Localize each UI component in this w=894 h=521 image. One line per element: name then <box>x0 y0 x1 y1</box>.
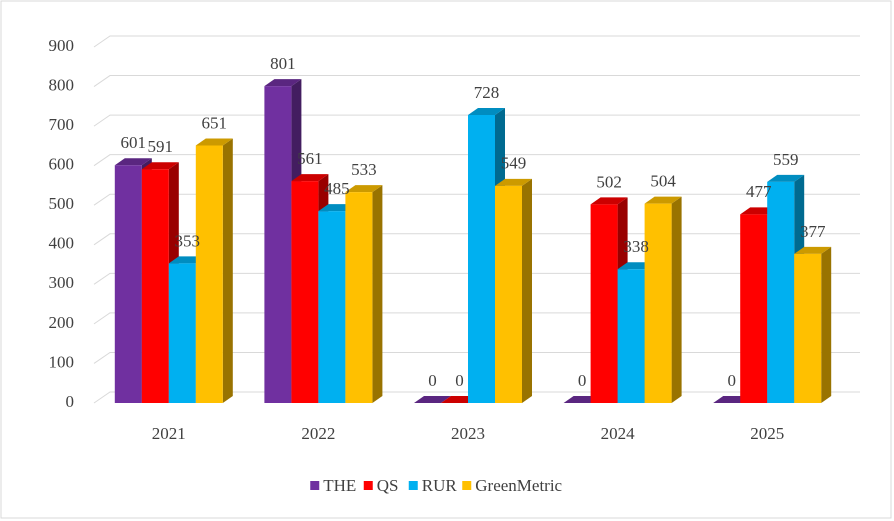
data-label: 485 <box>324 179 350 198</box>
bar-front <box>195 145 223 403</box>
data-label: 601 <box>121 133 147 152</box>
bar-front <box>495 185 522 403</box>
bar-top <box>767 174 805 182</box>
data-label: 559 <box>773 150 799 169</box>
data-label: 549 <box>501 154 527 173</box>
data-label: 0 <box>428 371 437 390</box>
bar-top <box>291 174 329 182</box>
bar-front <box>767 181 795 403</box>
bar-top <box>495 178 532 186</box>
data-label: 0 <box>727 371 736 390</box>
legend-label: THE <box>323 476 356 495</box>
bar-side <box>671 196 682 403</box>
y-tick-label: 600 <box>49 155 75 174</box>
bar-side <box>372 185 383 403</box>
data-label: 502 <box>596 172 622 191</box>
y-tick-label: 0 <box>66 392 75 411</box>
bar-front <box>468 115 495 403</box>
y-tick-label: 800 <box>49 75 75 94</box>
y-tick-label: 900 <box>49 36 75 55</box>
bar-front <box>590 204 618 403</box>
bar-side <box>821 246 832 403</box>
grid-line <box>93 35 860 48</box>
data-label: 353 <box>175 231 201 250</box>
bar-side <box>222 138 233 403</box>
bar-front <box>141 169 169 403</box>
y-tick-label: 100 <box>49 352 75 371</box>
bar-top <box>590 197 628 205</box>
y-tick-label: 700 <box>49 115 75 134</box>
bar-top <box>195 138 233 146</box>
bar-front <box>794 253 822 403</box>
bar-front <box>644 203 672 403</box>
bar-top <box>468 108 505 116</box>
data-label: 561 <box>297 149 323 168</box>
data-label: 377 <box>800 222 826 241</box>
data-label: 0 <box>578 371 587 390</box>
x-tick-label: 2021 <box>152 424 186 443</box>
legend-swatch <box>462 481 472 490</box>
data-label: 0 <box>455 371 464 390</box>
bar <box>495 178 532 403</box>
bar-front <box>264 86 292 403</box>
bar-side <box>522 178 532 403</box>
legend-label: RUR <box>422 476 458 495</box>
bar-top <box>644 196 682 204</box>
x-tick-label: 2023 <box>451 424 485 443</box>
x-tick-label: 2024 <box>601 424 636 443</box>
legend-swatch <box>408 481 418 490</box>
data-label: 338 <box>623 237 649 256</box>
x-tick-label: 2022 <box>301 424 335 443</box>
data-label: 533 <box>351 160 377 179</box>
data-label: 477 <box>746 182 772 201</box>
legend-swatch <box>310 481 320 490</box>
bar-top <box>264 79 302 87</box>
bar <box>195 138 233 403</box>
legend-swatch <box>363 481 373 490</box>
data-label: 801 <box>270 54 296 73</box>
bar-front <box>617 269 645 403</box>
grid-line <box>93 154 860 167</box>
bar-top <box>114 158 152 166</box>
bar <box>345 185 383 403</box>
data-label: 504 <box>650 172 676 191</box>
grid-line <box>93 75 860 87</box>
bar-front <box>345 192 373 403</box>
grid-line <box>93 193 860 206</box>
bar <box>644 196 682 403</box>
grid-line <box>93 114 860 127</box>
bar-front <box>114 165 142 403</box>
bar-top <box>414 396 451 403</box>
y-tick-label: 200 <box>49 313 75 332</box>
data-label: 728 <box>474 83 500 102</box>
bar-front <box>291 181 319 403</box>
bar-top <box>345 185 383 193</box>
bar <box>794 246 832 403</box>
bar-front <box>740 214 768 403</box>
y-tick-label: 500 <box>49 194 75 213</box>
bar <box>414 396 451 403</box>
y-tick-label: 300 <box>49 273 75 292</box>
y-tick-label: 400 <box>49 234 75 253</box>
legend-label: GreenMetric <box>475 476 562 495</box>
bar-front <box>168 263 196 403</box>
bar-top <box>794 246 832 254</box>
bar-front <box>318 211 346 403</box>
bar-top <box>141 162 179 170</box>
data-label: 651 <box>202 113 228 132</box>
x-tick-label: 2025 <box>750 424 784 443</box>
legend-label: QS <box>377 476 399 495</box>
data-label: 591 <box>148 137 174 156</box>
